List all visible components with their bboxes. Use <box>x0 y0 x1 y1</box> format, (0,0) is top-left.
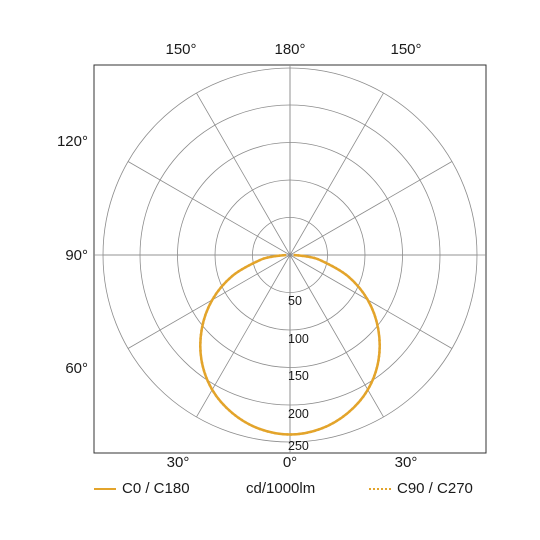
angle-label-left-90: 90° <box>65 247 88 264</box>
chart-legend: C0 / C180 cd/1000lm C90 / C270 <box>0 480 540 504</box>
angle-label-left-120: 120° <box>57 133 88 150</box>
grid-spoke-60 <box>289 254 453 349</box>
legend-unit: cd/1000lm <box>246 480 315 497</box>
angle-label-top-180: 180° <box>274 41 305 58</box>
legend-item-c0-c180: C0 / C180 <box>94 480 190 497</box>
radial-tick-50: 50 <box>288 294 302 308</box>
series-curve-c0-c180 <box>199 253 381 436</box>
radial-tick-200: 200 <box>288 407 309 421</box>
unit-label: cd/1000lm <box>246 480 316 497</box>
radial-tick-100: 100 <box>288 332 309 346</box>
angle-label-bottom-left-30: 30° <box>167 454 190 471</box>
legend-label-c0-c180: C0 / C180 <box>122 480 190 497</box>
grid-spoke-120 <box>289 161 453 256</box>
angle-label-bottom-0: 0° <box>283 454 297 471</box>
angle-label-bottom-right-30: 30° <box>395 454 418 471</box>
angle-label-left-60: 60° <box>65 360 88 377</box>
legend-swatch-dotted <box>369 487 391 490</box>
grid-spoke-300 <box>127 254 291 349</box>
radial-tick-150: 150 <box>288 369 309 383</box>
angle-label-top-left-150: 150° <box>165 41 196 58</box>
legend-swatch-solid <box>94 487 116 490</box>
radial-tick-250: 250 <box>288 439 309 453</box>
angle-label-top-right-150: 150° <box>390 41 421 58</box>
legend-label-c90-c270: C90 / C270 <box>397 480 473 497</box>
grid-spoke-210 <box>196 92 291 256</box>
grid-spoke-240 <box>127 161 291 256</box>
grid-spoke-150 <box>289 92 384 256</box>
intensity-curves <box>199 253 381 436</box>
legend-item-c90-c270: C90 / C270 <box>369 480 473 497</box>
